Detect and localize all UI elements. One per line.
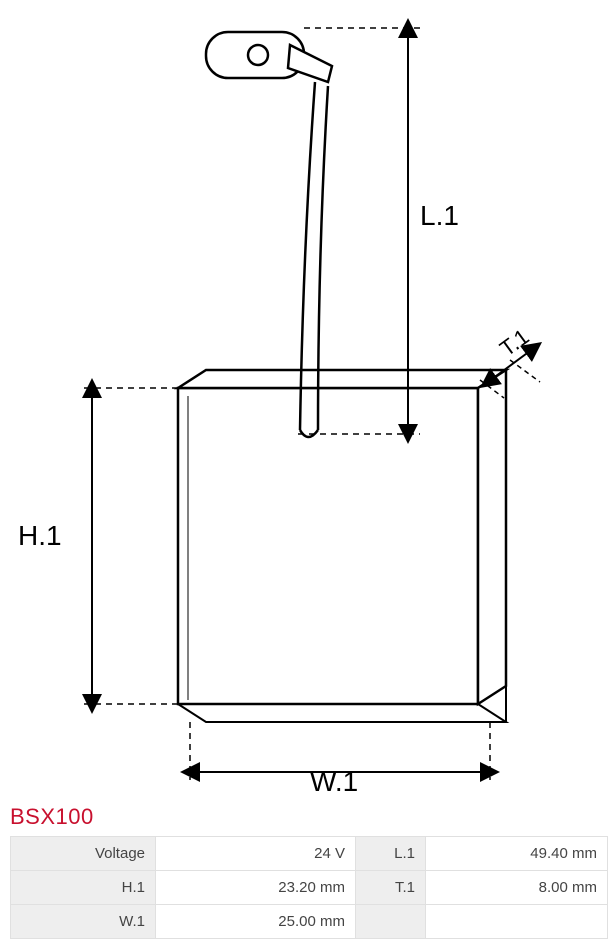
technical-diagram: L.1 T.1 H.1 W.1 <box>0 0 608 800</box>
spec-label <box>356 905 426 939</box>
spec-label: W.1 <box>11 905 156 939</box>
spec-value: 23.20 mm <box>156 871 356 905</box>
diagram-svg <box>10 10 598 800</box>
dim-label-l1: L.1 <box>420 200 459 232</box>
dim-label-w1: W.1 <box>310 766 358 798</box>
spec-table: Voltage 24 V L.1 49.40 mm H.1 23.20 mm T… <box>10 836 608 939</box>
spec-label: T.1 <box>356 871 426 905</box>
dim-label-h1: H.1 <box>18 520 62 552</box>
spec-value: 25.00 mm <box>156 905 356 939</box>
spec-value: 24 V <box>156 837 356 871</box>
spec-label: Voltage <box>11 837 156 871</box>
spec-value: 49.40 mm <box>426 837 608 871</box>
spec-label: H.1 <box>11 871 156 905</box>
table-row: W.1 25.00 mm <box>11 905 608 939</box>
spec-value <box>426 905 608 939</box>
spec-label: L.1 <box>356 837 426 871</box>
table-row: Voltage 24 V L.1 49.40 mm <box>11 837 608 871</box>
product-code: BSX100 <box>0 800 608 836</box>
spec-value: 8.00 mm <box>426 871 608 905</box>
table-row: H.1 23.20 mm T.1 8.00 mm <box>11 871 608 905</box>
